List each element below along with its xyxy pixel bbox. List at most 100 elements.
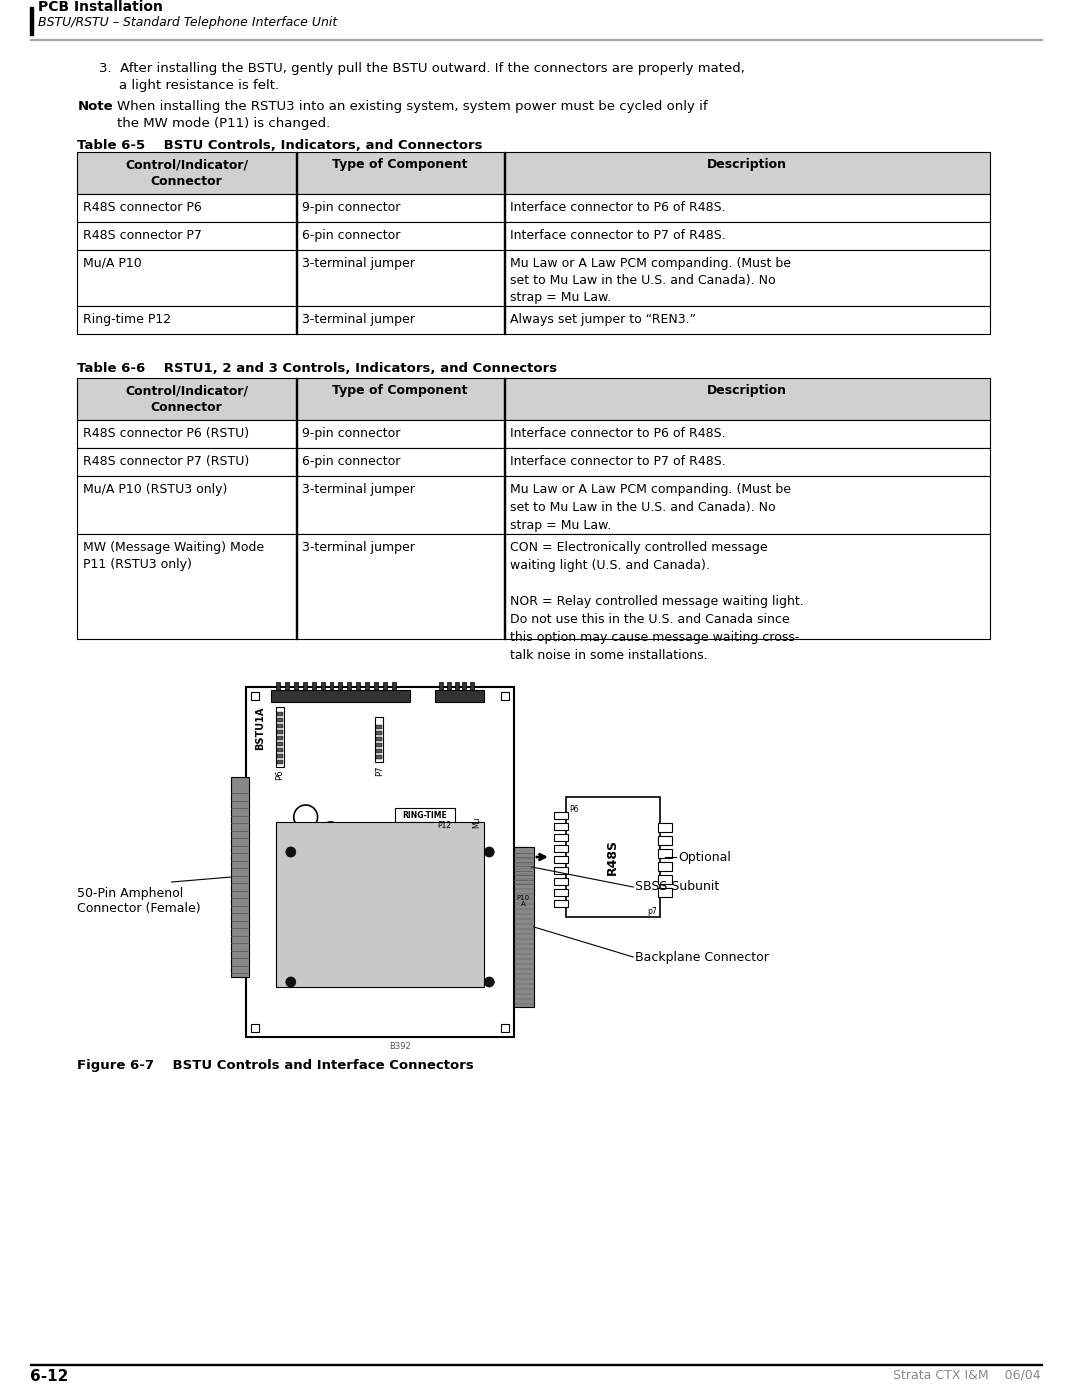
Bar xyxy=(78,534,990,638)
Bar xyxy=(78,379,990,420)
Bar xyxy=(374,682,378,690)
Text: 6-pin connector: 6-pin connector xyxy=(301,455,400,468)
Bar xyxy=(383,682,387,690)
Bar xyxy=(78,306,990,334)
Bar xyxy=(276,731,283,733)
Bar xyxy=(338,682,342,690)
Text: Note: Note xyxy=(78,101,113,113)
Bar xyxy=(514,890,532,912)
Bar xyxy=(462,682,467,690)
Text: the MW mode (P11) is changed.: the MW mode (P11) is changed. xyxy=(117,117,330,130)
Text: Mu/A P10 (RSTU3 only): Mu/A P10 (RSTU3 only) xyxy=(83,483,228,496)
Text: R48S: R48S xyxy=(606,840,619,875)
Bar xyxy=(554,834,568,841)
Bar xyxy=(275,707,284,767)
Bar xyxy=(348,682,351,690)
Text: Strata CTX I&M    06/04: Strata CTX I&M 06/04 xyxy=(893,1369,1041,1382)
Text: a light resistance is felt.: a light resistance is felt. xyxy=(119,80,280,92)
Text: Mu/A P10: Mu/A P10 xyxy=(83,257,143,270)
Text: 50-Pin Amphenol
Connector (Female): 50-Pin Amphenol Connector (Female) xyxy=(78,887,201,915)
Bar xyxy=(554,812,568,819)
Text: 9-pin connector: 9-pin connector xyxy=(301,201,400,214)
Bar xyxy=(276,754,283,759)
Text: BSTU1A: BSTU1A xyxy=(255,707,265,750)
Bar xyxy=(554,877,568,886)
Text: 3-terminal jumper: 3-terminal jumper xyxy=(301,313,415,326)
Bar xyxy=(447,682,450,690)
Text: Type of Component: Type of Component xyxy=(333,158,468,170)
Text: Interface connector to P7 of R48S.: Interface connector to P7 of R48S. xyxy=(510,229,726,242)
Bar xyxy=(554,823,568,830)
Bar xyxy=(376,731,382,735)
Text: 6-pin connector: 6-pin connector xyxy=(301,229,400,242)
Bar xyxy=(658,835,672,845)
Text: Type of Component: Type of Component xyxy=(333,384,468,397)
Bar xyxy=(455,682,459,690)
Bar xyxy=(302,682,307,690)
Bar xyxy=(376,754,382,759)
Bar xyxy=(30,7,32,35)
Bar xyxy=(376,743,382,747)
Bar xyxy=(417,824,427,833)
Text: Table 6-5    BSTU Controls, Indicators, and Connectors: Table 6-5 BSTU Controls, Indicators, and… xyxy=(78,138,483,152)
Text: Control/Indicator/
Connector: Control/Indicator/ Connector xyxy=(125,158,248,189)
Bar xyxy=(276,747,283,752)
Text: R48S connector P7 (RSTU): R48S connector P7 (RSTU) xyxy=(83,455,249,468)
Bar xyxy=(501,1024,509,1032)
Bar xyxy=(276,742,283,746)
Text: Description: Description xyxy=(707,384,787,397)
Bar xyxy=(554,868,568,875)
Text: SBSS Subunit: SBSS Subunit xyxy=(635,880,719,894)
Text: 3-terminal jumper: 3-terminal jumper xyxy=(301,257,415,270)
Text: B392: B392 xyxy=(389,1042,410,1051)
Text: R48S connector P7: R48S connector P7 xyxy=(83,229,202,242)
Circle shape xyxy=(286,977,296,988)
Text: MW (Message Waiting) Mode
P11 (RSTU3 only): MW (Message Waiting) Mode P11 (RSTU3 onl… xyxy=(83,541,265,571)
Bar xyxy=(376,725,382,729)
Bar xyxy=(312,682,315,690)
Text: Table 6-6    RSTU1, 2 and 3 Controls, Indicators, and Connectors: Table 6-6 RSTU1, 2 and 3 Controls, Indic… xyxy=(78,362,557,374)
Bar xyxy=(276,736,283,740)
Text: 3-terminal jumper: 3-terminal jumper xyxy=(301,541,415,555)
Text: P10
A: P10 A xyxy=(516,894,529,908)
Bar xyxy=(435,690,484,703)
Text: P6: P6 xyxy=(569,805,579,814)
Text: R48S connector P6 (RSTU): R48S connector P6 (RSTU) xyxy=(83,427,249,440)
Text: When installing the RSTU3 into an existing system, system power must be cycled o: When installing the RSTU3 into an existi… xyxy=(117,101,707,113)
Text: Interface connector to P7 of R48S.: Interface connector to P7 of R48S. xyxy=(510,455,726,468)
Bar xyxy=(78,194,990,222)
Bar xyxy=(375,717,383,761)
Bar xyxy=(329,682,334,690)
Bar xyxy=(395,807,455,821)
Bar xyxy=(276,712,283,717)
Bar xyxy=(554,900,568,907)
Bar xyxy=(285,682,288,690)
Text: Description: Description xyxy=(707,158,787,170)
Text: 6-12: 6-12 xyxy=(30,1369,68,1384)
Bar xyxy=(271,690,410,703)
Text: Interface connector to P6 of R48S.: Interface connector to P6 of R48S. xyxy=(510,427,726,440)
Bar xyxy=(501,692,509,700)
Bar xyxy=(251,692,259,700)
Bar xyxy=(658,888,672,897)
Bar xyxy=(251,1024,259,1032)
Bar xyxy=(275,821,484,988)
Bar xyxy=(30,1363,1042,1365)
Text: Control/Indicator/
Connector: Control/Indicator/ Connector xyxy=(125,384,248,414)
Bar xyxy=(276,724,283,728)
Bar xyxy=(658,823,672,833)
Bar xyxy=(658,875,672,884)
Bar xyxy=(554,888,568,895)
Circle shape xyxy=(484,847,495,856)
Text: Interface connector to P6 of R48S.: Interface connector to P6 of R48S. xyxy=(510,201,726,214)
Text: P6: P6 xyxy=(275,770,284,781)
Bar xyxy=(554,845,568,852)
Bar xyxy=(78,152,990,194)
Bar xyxy=(376,749,382,753)
Bar xyxy=(471,682,474,690)
Bar xyxy=(356,682,361,690)
Bar xyxy=(392,682,396,690)
Text: CON = Electronically controlled message
waiting light (U.S. and Canada).

NOR = : CON = Electronically controlled message … xyxy=(510,541,804,662)
Bar xyxy=(376,738,382,740)
Bar xyxy=(78,420,990,448)
